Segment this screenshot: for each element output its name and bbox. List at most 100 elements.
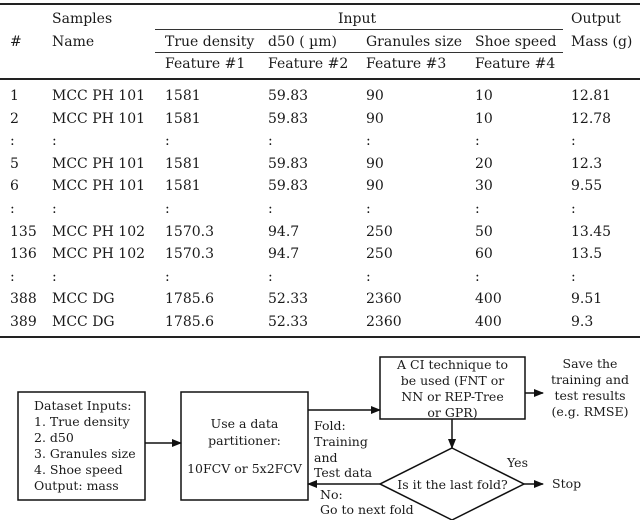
header-output: Output — [571, 11, 621, 27]
cell-d50: 59.83 — [268, 155, 309, 172]
col-d50: d50 ( µm) — [268, 34, 337, 50]
cell-true-density: 1581 — [165, 110, 201, 127]
cell-row-number: 135 — [10, 223, 37, 240]
cell-true-density: 1581 — [165, 178, 201, 195]
cell-shoe-speed: 10 — [475, 88, 493, 104]
cell-mass: 13.45 — [571, 223, 612, 240]
cell-true-density: : — [165, 201, 170, 217]
cell-granules-size: 250 — [366, 223, 393, 240]
cell-sample-name: MCC PH 101 — [52, 88, 146, 104]
cell-granules-size: : — [366, 268, 371, 285]
cell-row-number: 5 — [10, 155, 19, 172]
dataset-line-4: 3. Granules size — [34, 446, 136, 461]
cell-d50: 59.83 — [268, 88, 309, 104]
partitioner-line-3: 10FCV or 5x2FCV — [187, 461, 302, 476]
fold-line-3: and — [314, 450, 338, 465]
cell-mass: 12.3 — [571, 155, 603, 172]
cell-sample-name: : — [52, 268, 57, 285]
save-line-3: test results — [554, 388, 626, 403]
ci-line-2: be used (FNT or — [400, 373, 505, 388]
cell-mass: : — [571, 133, 576, 150]
feature-2: Feature #2 — [268, 56, 349, 72]
header-mass: Mass (g) — [571, 34, 633, 50]
cell-row-number: 6 — [10, 178, 19, 195]
input-span-rule — [155, 29, 563, 30]
feature-3: Feature #3 — [366, 56, 447, 72]
cell-mass: 9.55 — [571, 178, 603, 195]
cell-true-density: 1785.6 — [165, 291, 214, 308]
cell-true-density: 1570.3 — [165, 223, 214, 240]
decision-text: Is it the last fold? — [397, 477, 508, 492]
cell-sample-name: MCC PH 102 — [52, 246, 146, 263]
cell-shoe-speed: 400 — [475, 291, 502, 308]
stop-label: Stop — [552, 476, 582, 491]
save-line-2: training and — [550, 372, 630, 387]
cell-true-density: 1581 — [165, 88, 201, 104]
cell-shoe-speed: : — [475, 268, 480, 285]
cell-mass: 12.81 — [571, 88, 612, 104]
cell-row-number: 2 — [10, 110, 19, 127]
cell-true-density: : — [165, 268, 170, 285]
dataset-line-1: Dataset Inputs: — [34, 398, 132, 413]
cell-shoe-speed: 400 — [475, 314, 502, 330]
fold-line-1: Fold: — [314, 418, 346, 433]
header-hash: # — [10, 34, 22, 50]
dataset-box — [17, 391, 146, 501]
feature-4: Feature #4 — [475, 56, 556, 72]
cell-sample-name: : — [52, 133, 57, 150]
cell-d50: 59.83 — [268, 178, 309, 195]
col-granules-size: Granules size — [366, 34, 462, 50]
cell-shoe-speed: : — [475, 201, 480, 217]
cell-granules-size: 90 — [366, 155, 384, 172]
save-line-4: (e.g. RMSE) — [551, 404, 629, 419]
cell-shoe-speed: 50 — [475, 223, 493, 240]
cell-d50: : — [268, 133, 273, 150]
cell-true-density: 1570.3 — [165, 246, 214, 263]
cell-sample-name: : — [52, 201, 57, 217]
cell-sample-name: MCC DG — [52, 291, 115, 308]
dataset-line-2: 1. True density — [34, 414, 130, 429]
cell-row-number: : — [10, 201, 15, 217]
cell-row-number: : — [10, 133, 15, 150]
cell-mass: 9.51 — [571, 291, 603, 308]
no-line-1: No: — [320, 487, 343, 502]
cell-mass: 13.5 — [571, 246, 603, 263]
dataset-line-6: Output: mass — [34, 478, 119, 493]
cell-granules-size: 250 — [366, 246, 393, 263]
save-line-1: Save the — [562, 356, 618, 371]
cell-row-number: 1 — [10, 88, 19, 104]
cell-sample-name: MCC PH 101 — [52, 178, 146, 195]
cell-shoe-speed: : — [475, 133, 480, 150]
feature-rule — [155, 52, 563, 53]
no-line-2: Go to next fold — [320, 502, 414, 517]
cell-true-density: 1581 — [165, 155, 201, 172]
header-name: Name — [52, 34, 95, 50]
fold-line-4: Test data — [314, 465, 373, 480]
cell-d50: : — [268, 268, 273, 285]
table-top-rule — [0, 3, 640, 5]
cell-d50: 52.33 — [268, 314, 309, 330]
cell-mass: 9.3 — [571, 314, 594, 330]
ci-line-4: or GPR) — [427, 405, 478, 420]
partitioner-line-1: Use a data — [210, 416, 279, 431]
cell-shoe-speed: 60 — [475, 246, 493, 263]
cell-granules-size: : — [366, 201, 371, 217]
cell-d50: 59.83 — [268, 110, 309, 127]
header-input: Input — [338, 11, 377, 27]
yes-label: Yes — [507, 455, 528, 470]
cell-sample-name: MCC DG — [52, 314, 115, 330]
cell-mass: 12.78 — [571, 110, 612, 127]
cell-shoe-speed: 10 — [475, 110, 493, 127]
ci-line-3: NN or REP-Tree — [401, 389, 504, 404]
cell-d50: 52.33 — [268, 291, 309, 308]
fold-line-2: Training — [314, 434, 368, 449]
table-header-rule — [0, 78, 640, 80]
cell-sample-name: MCC PH 101 — [52, 110, 146, 127]
cell-granules-size: 90 — [366, 88, 384, 104]
dataset-line-5: 4. Shoe speed — [34, 462, 123, 477]
col-shoe-speed: Shoe speed — [475, 34, 557, 50]
cell-d50: 94.7 — [268, 246, 300, 263]
header-samples: Samples — [52, 11, 113, 27]
cell-mass: : — [571, 268, 576, 285]
